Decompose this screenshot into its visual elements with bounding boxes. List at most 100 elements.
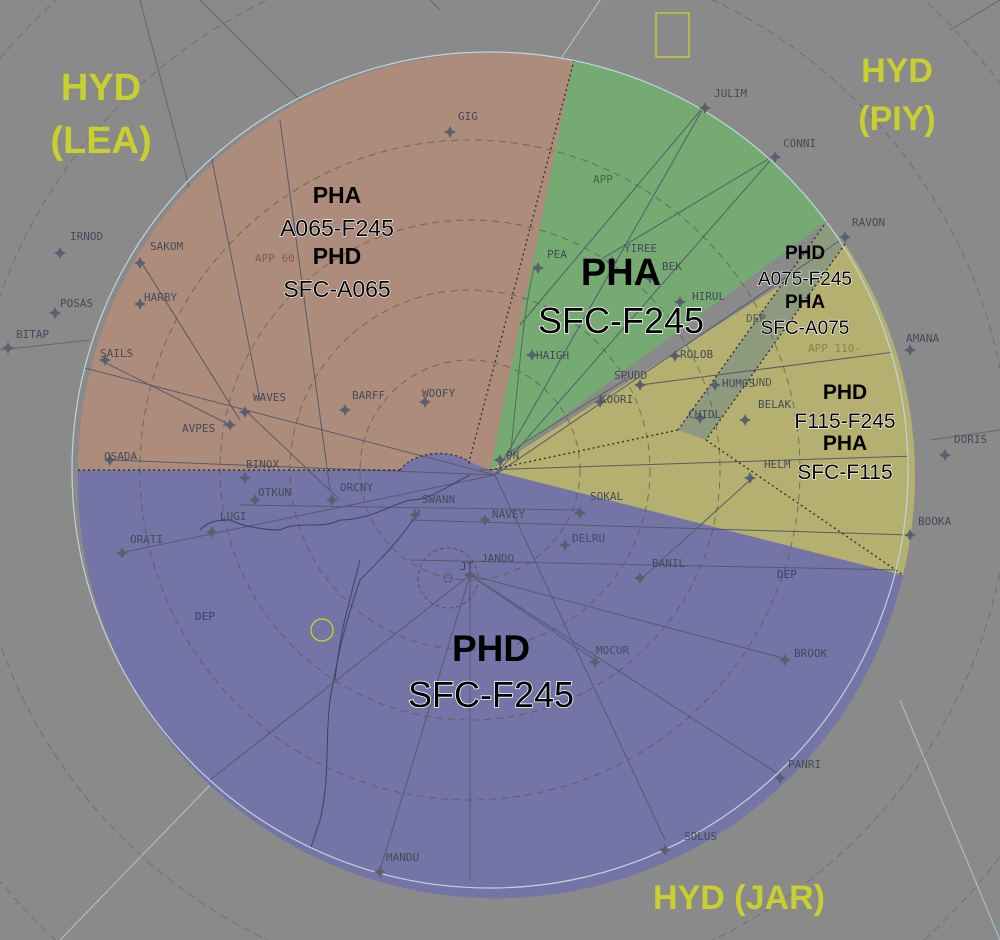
fix-label: DELRU [572,532,605,545]
fix-panri: PANRI [774,758,821,784]
fix-marker-icon [674,296,686,308]
boundary-line-ne [559,0,601,61]
fix-haigh: HAIGH [526,349,569,362]
fix-label: AVPES [182,422,215,435]
fix-label: OSADA [104,450,137,463]
fix-label: OTKUN [258,486,291,499]
fix-label: DORIS [954,433,987,446]
east-sector-code-1: PHD [823,381,867,404]
fix-marker-icon [744,472,756,484]
fix-chidl: CHIDL [688,408,721,424]
fix-sails: SAILS [99,347,133,366]
fix-label: WAVES [253,391,286,404]
fix-label: MOCUR [596,644,629,657]
fix-marker-icon [526,349,538,361]
fix-label: RAVON [852,216,885,229]
area-labels: APP 60- APP APP 110- DEP DEP DEP UND [195,173,861,623]
fix-belak: BELAK [739,398,791,426]
sector-west [78,52,574,471]
fix-yiree: YIREE [606,242,657,268]
fix-bitap: BITAP [2,328,49,354]
fixes-layer: GIG JULIM CONNI RAVON AMANA DORIS BOOKA IRNOD SA… [2,87,987,878]
east-sector-alt-1: F115-F245 [794,410,895,433]
fix-marker-icon [239,406,251,418]
fix-marker-icon [374,866,386,878]
fix-avpes: AVPES [182,419,236,435]
fix-label: HIRUL [692,290,725,303]
area-label-und: UND [752,376,772,389]
fix-label: PN [506,449,519,462]
fix-label: POSAS [60,297,93,310]
area-label-app-west: APP 60- [255,252,301,265]
fix-marker-icon [444,126,456,138]
fix-label: SOKAL [590,490,623,503]
fix-otkun: OTKUN [249,486,291,506]
fix-label: BANIL [652,557,685,570]
fix-label: MANDU [386,851,419,864]
fix-marker-icon [939,449,951,461]
fix-marker-icon [104,454,116,466]
sector-boundaries [78,59,904,576]
fix-marker-icon [494,454,506,466]
adjacent-piy-line-1: HYD [861,52,933,90]
adjacent-lea-line-2: (LEA) [50,120,151,162]
fix-label: SAKOM [150,240,183,253]
sector-labels: PHA A065-F245 PHD SFC-A065 PHA SFC-F245 … [279,182,896,716]
fix-doris: DORIS [939,433,987,461]
fix-label: ORCNY [340,481,373,494]
fix-gig: GIG [444,110,478,138]
fix-marker-icon [589,656,601,668]
fix-label: JULIM [714,87,747,100]
south-sector-alt: SFC-F245 [408,674,574,715]
area-label-app-east: APP 110- [808,342,861,355]
fix-marker-icon [739,414,751,426]
south-sector-code: PHD [452,628,530,669]
west-sector-alt-1: A065-F245 [280,215,394,241]
fix-amana: AMANA [904,332,939,356]
ne-strip-alt-1: A075-F245 [758,269,852,290]
coastline [199,474,471,888]
fix-marker-icon [694,412,706,424]
fix-marker-icon [479,514,491,526]
area-label-dep-ne: DEP [746,312,766,325]
boundary-line-sw [59,779,216,940]
fix-label: BEK [662,260,682,273]
fix-marker-icon [116,547,128,559]
fix-osada: OSADA [104,450,137,466]
fix-label: SOLUS [684,830,717,843]
fix-label: WOOFY [422,387,455,400]
fix-ravon: RAVON [839,216,885,243]
fix-bek: BEK [644,260,682,284]
fix-label: SPUDD [614,369,647,382]
fix-marker-icon [606,256,618,268]
west-sector-code-2: PHD [313,243,362,269]
fix-rolob: ROLOB [669,348,713,362]
ne-strip-code-2: PHA [785,292,825,313]
fix-label: HARBY [144,291,177,304]
boundary-line-se [899,699,1000,940]
fix-orcny: ORCNY [326,481,373,506]
ne-strip-alt-2: SFC-A075 [761,318,850,339]
fix-marker-icon [224,419,236,431]
fix-label: BARFF [352,389,385,402]
fix-label: BELAK [758,398,791,411]
area-label-dep-east: DEP [777,568,797,581]
fix-label: BINOX [246,458,279,471]
fix-koori: KOORI [594,393,633,408]
fix-label: PEA [547,248,567,261]
adjacent-lea-line-1: HYD [61,67,141,109]
area-label-dep-west: DEP [195,610,215,623]
north-sector-alt: SFC-F245 [538,300,704,341]
ils-track [509,264,536,461]
fix-label: HELM [764,458,791,471]
fix-helm: HELM [744,458,791,484]
fix-marker-icon [594,396,606,408]
fix-marker-icon [574,507,586,519]
ils-arc [504,379,626,456]
fix-waves: WAVES [239,391,286,418]
fix-pn: PN [494,449,519,466]
fix-lugi: LUGI [206,510,247,538]
fix-label: CHIDL [688,408,721,421]
area-label-app-north: APP [593,173,613,186]
